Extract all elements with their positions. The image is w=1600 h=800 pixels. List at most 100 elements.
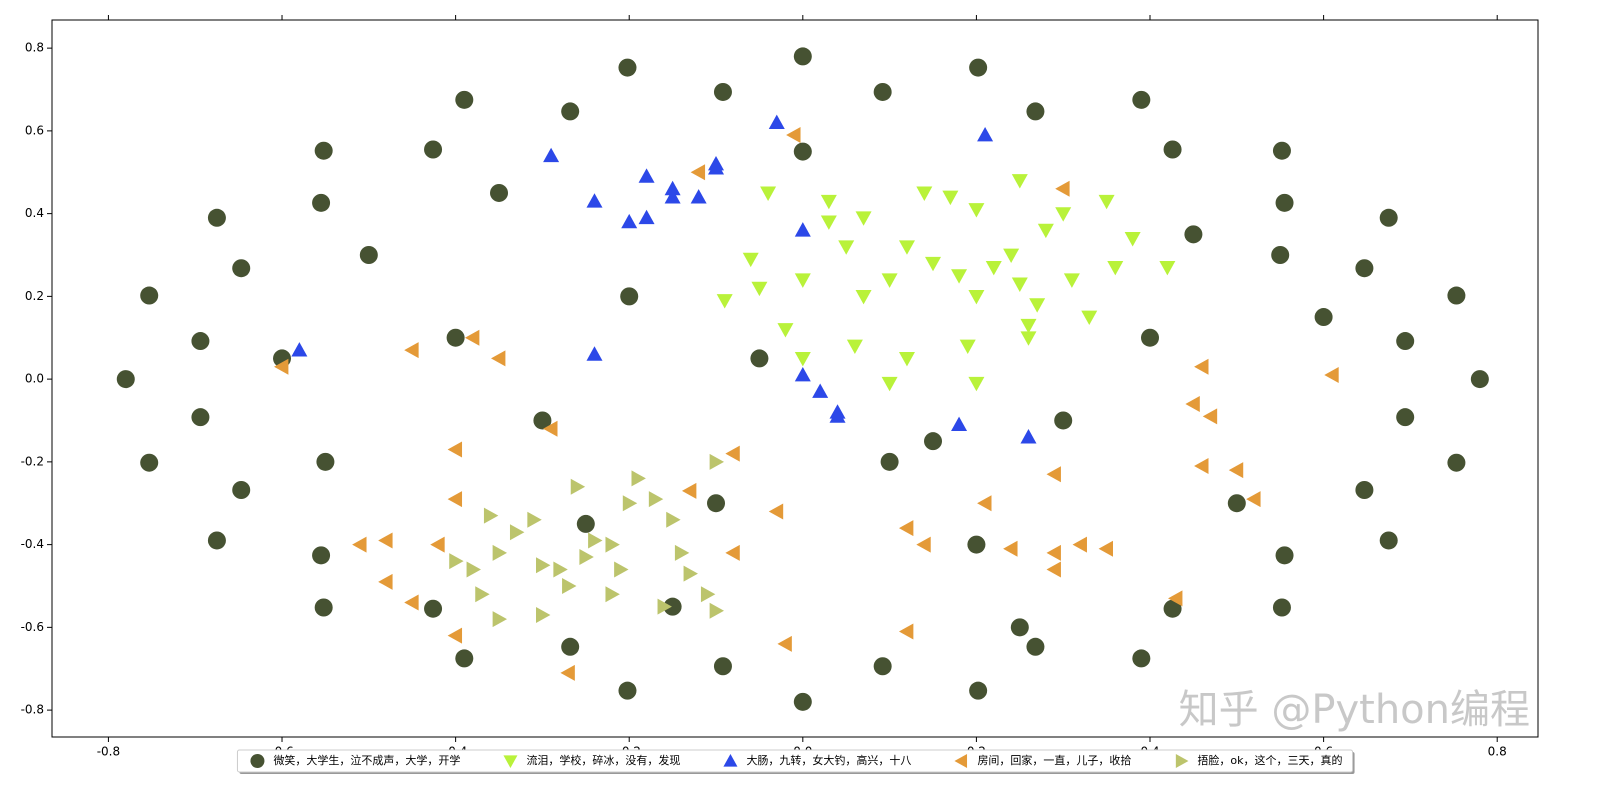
point <box>588 532 603 549</box>
point <box>483 507 499 524</box>
point <box>1098 194 1115 210</box>
point <box>794 222 811 237</box>
point <box>725 544 740 561</box>
point <box>873 82 892 101</box>
point <box>404 594 419 611</box>
point <box>969 681 988 700</box>
point <box>475 586 490 603</box>
point <box>1107 261 1124 276</box>
point <box>786 127 801 144</box>
point <box>768 503 784 520</box>
point <box>716 294 733 309</box>
point <box>1185 395 1200 412</box>
point <box>829 408 846 423</box>
point <box>700 586 716 603</box>
point <box>777 635 792 652</box>
point <box>1054 411 1073 430</box>
legend-marker <box>503 755 518 768</box>
point <box>1020 331 1037 346</box>
point <box>191 408 210 427</box>
legend-label: 大肠，九转，女大钓，高兴，十八 <box>746 753 911 767</box>
point <box>140 286 159 305</box>
point <box>533 411 552 430</box>
point <box>378 573 393 590</box>
point <box>1020 429 1037 444</box>
point <box>985 261 1002 276</box>
point <box>1396 408 1415 427</box>
point <box>1029 298 1046 313</box>
point <box>959 339 976 355</box>
point <box>750 349 769 368</box>
legend-marker <box>1175 754 1189 768</box>
point <box>881 273 898 288</box>
point <box>1194 458 1209 475</box>
point <box>638 209 655 225</box>
point <box>977 127 994 142</box>
point <box>314 141 333 160</box>
point <box>1272 141 1291 160</box>
point <box>1228 462 1244 479</box>
point <box>1163 140 1182 159</box>
point <box>1202 408 1218 425</box>
y-tick-label: 0.4 <box>25 206 44 220</box>
point <box>968 203 985 218</box>
point <box>561 102 580 121</box>
point <box>543 147 560 163</box>
point <box>1046 544 1061 561</box>
point <box>140 453 159 472</box>
point <box>1003 248 1020 264</box>
point <box>793 692 812 711</box>
point <box>447 627 463 644</box>
point <box>967 535 986 554</box>
point <box>942 190 959 206</box>
point <box>455 649 474 668</box>
point <box>378 532 393 549</box>
point <box>1324 366 1339 383</box>
point <box>713 82 732 101</box>
point <box>968 289 985 305</box>
legend-marker <box>250 754 265 768</box>
point <box>605 586 620 603</box>
point <box>490 183 509 202</box>
point <box>916 536 931 553</box>
y-tick-label: 0.6 <box>25 123 44 137</box>
point <box>951 416 968 432</box>
point <box>1081 310 1098 326</box>
point <box>916 186 933 201</box>
point <box>1037 223 1054 239</box>
point <box>570 478 586 495</box>
x-tick-label: 0.8 <box>1488 745 1507 759</box>
point <box>447 441 463 458</box>
legend-label: 捂脸，ok，这个，三天，真的 <box>1197 753 1342 767</box>
point <box>1355 259 1374 278</box>
point <box>449 553 464 570</box>
point <box>1159 261 1176 276</box>
point <box>725 445 740 462</box>
point <box>709 602 725 619</box>
point <box>1163 599 1182 618</box>
point <box>207 531 226 550</box>
point <box>742 252 759 268</box>
point <box>793 47 812 66</box>
point <box>638 168 655 183</box>
point <box>1272 598 1291 617</box>
point <box>116 370 135 389</box>
point <box>1470 370 1489 389</box>
x-tick-label: -0.8 <box>97 745 120 759</box>
point <box>1072 536 1087 553</box>
point <box>690 164 706 181</box>
point <box>1020 318 1037 334</box>
point <box>492 544 508 561</box>
point <box>1379 208 1398 227</box>
point <box>1046 561 1061 578</box>
point <box>232 481 251 500</box>
point <box>873 657 892 676</box>
point <box>1379 531 1398 550</box>
point <box>751 281 768 297</box>
point <box>794 352 811 367</box>
point <box>359 246 378 265</box>
y-tick-label: -0.4 <box>21 537 44 551</box>
point <box>621 213 638 229</box>
point <box>812 383 829 398</box>
